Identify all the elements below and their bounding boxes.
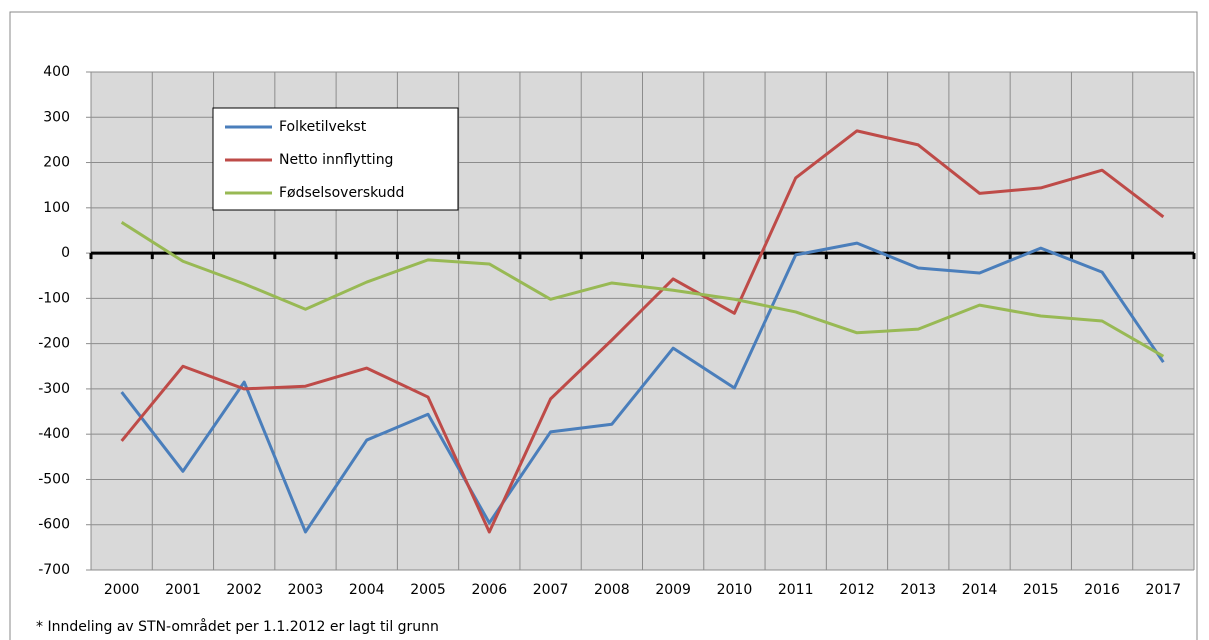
x-tick-label: 2013 — [900, 582, 936, 598]
legend-label: Netto innflytting — [279, 152, 393, 168]
y-tick-label: -200 — [38, 336, 70, 352]
y-tick-label: -300 — [38, 381, 70, 397]
legend-label: Fødselsoverskudd — [279, 185, 404, 201]
chart-frame — [9, 11, 1198, 640]
x-tick-label: 2005 — [410, 582, 446, 598]
x-tick-label: 2003 — [288, 582, 324, 598]
x-tick-label: 2011 — [778, 582, 814, 598]
x-tick-label: 2000 — [104, 582, 140, 598]
x-tick-label: 2012 — [839, 582, 875, 598]
x-tick-label: 2009 — [655, 582, 691, 598]
x-tick-label: 2017 — [1146, 582, 1182, 598]
footnote: * Inndeling av STN-området per 1.1.2012 … — [36, 618, 439, 635]
y-tick-label: -100 — [38, 290, 70, 306]
y-tick-label: 300 — [43, 109, 70, 125]
x-tick-label: 2002 — [226, 582, 262, 598]
x-tick-label: 2015 — [1023, 582, 1059, 598]
y-tick-label: 100 — [43, 200, 70, 216]
series-line — [120, 221, 1165, 358]
y-tick-label: -500 — [38, 471, 70, 487]
y-tick-label: -600 — [38, 517, 70, 533]
y-tick-label: 0 — [61, 245, 70, 261]
y-tick-label: -700 — [38, 562, 70, 578]
legend-label: Folketilvekst — [279, 119, 367, 135]
x-tick-label: 2010 — [717, 582, 753, 598]
x-tick-label: 2016 — [1084, 582, 1120, 598]
y-tick-label: 200 — [43, 155, 70, 171]
series-line — [120, 241, 1165, 534]
x-tick-label: 2006 — [471, 582, 507, 598]
y-tick-label: -400 — [38, 426, 70, 442]
x-tick-label: 2007 — [533, 582, 569, 598]
y-tick-label: 400 — [43, 64, 70, 80]
x-tick-label: 2008 — [594, 582, 630, 598]
x-tick-label: 2014 — [962, 582, 998, 598]
x-tick-label: 2004 — [349, 582, 385, 598]
series-line — [120, 129, 1165, 534]
x-tick-label: 2001 — [165, 582, 201, 598]
